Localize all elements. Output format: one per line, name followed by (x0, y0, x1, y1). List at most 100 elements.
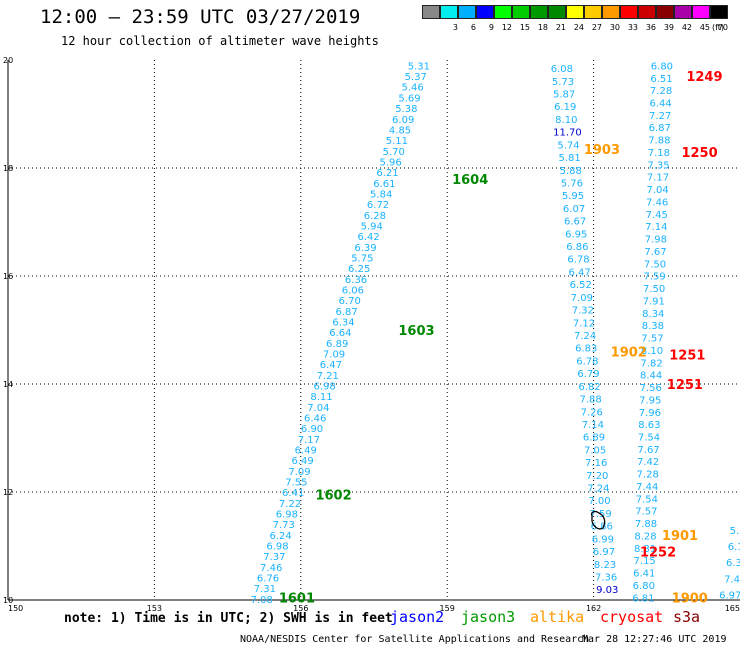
colorbar-label: 21 (555, 23, 566, 32)
wave-height-label: 7.98 (645, 235, 667, 246)
footer-timestamp: Mar 28 12:27:46 UTC 2019 (582, 634, 727, 645)
colorbar-swatch (494, 5, 512, 19)
wave-height-label: 7.55 (285, 478, 307, 489)
wave-height-label: 6.41 (633, 569, 655, 580)
wave-height-label: 7.44 (636, 482, 658, 493)
wave-height-label: 7.36 (595, 572, 617, 583)
pass-number-label: 1900 (672, 591, 708, 606)
wave-height-label: 8.28 (634, 531, 656, 542)
wave-height-label: 8.10 (555, 115, 577, 126)
wave-height-label: 6.81 (632, 593, 654, 604)
pass-number-label: 1602 (315, 489, 351, 504)
lon-tick-label: 153 (147, 604, 162, 613)
wave-height-label: 8.23 (594, 560, 616, 571)
wave-height-label: 7.31 (254, 584, 276, 595)
satellite-cryosat: cryosat (600, 608, 664, 626)
wave-height-label: 7.54 (638, 432, 660, 443)
colorbar-swatch (620, 5, 638, 19)
colorbar-label: 39 (663, 23, 674, 32)
wave-height-label: 5.96 (379, 157, 401, 168)
wave-height-label: 7.12 (573, 318, 595, 329)
wave-height-label: 5.31 (408, 61, 430, 72)
colorbar-swatch (476, 5, 494, 19)
island-outline (590, 510, 606, 530)
wave-height-label: 7.54 (636, 494, 658, 505)
wave-height-label: 6.08 (551, 64, 573, 75)
wave-height-label: 5.84 (370, 189, 392, 200)
wave-height-label: 6.36 (345, 275, 367, 286)
wave-height-label: 8.10 (641, 346, 663, 357)
wave-height-label: 7.24 (574, 331, 596, 342)
wave-height-label: 7.56 (640, 383, 662, 394)
wave-height-label: 6.64 (329, 328, 351, 339)
wave-height-label: 11.70 (553, 128, 582, 139)
pass-number-label: 1249 (686, 70, 722, 85)
wave-height-label: 7.26 (581, 407, 603, 418)
wave-height-label: 7.88 (648, 136, 670, 147)
wave-height-label: 6.47 (320, 360, 342, 371)
wave-height-label: 6.97 (593, 547, 615, 558)
wave-height-label: 6.78 (576, 356, 598, 367)
wave-height-label: 6.24 (269, 531, 291, 542)
map-title: 12:00 – 23:59 UTC 03/27/2019 (40, 6, 361, 28)
lon-tick-label: 156 (293, 604, 308, 613)
lat-tick-label: 18 (3, 164, 13, 173)
lon-tick-label: 150 (8, 604, 23, 613)
pass-number-label: 1902 (611, 346, 647, 361)
wave-height-label: 5.70 (383, 147, 405, 158)
wave-height-label: 6.51 (650, 74, 672, 85)
wave-height-label: 6.41 (282, 488, 304, 499)
wave-height-label: 7.35 (647, 160, 669, 171)
colorbar-swatch (530, 5, 548, 19)
wave-height-label: 6.06 (342, 285, 364, 296)
wave-height-label: 6.99 (592, 534, 614, 545)
wave-height-label: 7.09 (288, 467, 310, 478)
wave-height-label: 5.76 (561, 178, 583, 189)
wave-height-label: 6.79 (577, 369, 599, 380)
wave-height-label: 7.21 (317, 371, 339, 382)
wave-height-label: 7.00 (588, 496, 610, 507)
wave-height-label: 6.61 (373, 179, 395, 190)
wave-height-label: 5.75 (351, 253, 373, 264)
wave-height-label: 8.63 (638, 420, 660, 431)
wave-height-label: 9.03 (596, 585, 618, 596)
wave-height-label: 7.95 (639, 395, 661, 406)
wave-height-label: 5.73 (552, 77, 574, 88)
lon-tick-label: 165 (725, 604, 740, 613)
wave-height-label: 5.94 (361, 221, 383, 232)
pass-number-label: 1603 (398, 324, 434, 339)
wave-height-label: 6.3 (726, 558, 740, 569)
note-text: note: 1) Time is in UTC; 2) SWH is in fe… (64, 611, 393, 626)
wave-height-label: 8.31 (634, 544, 656, 555)
wave-height-label: 6.86 (591, 522, 613, 533)
lat-tick-label: 16 (3, 272, 13, 281)
wave-height-label: 6.21 (376, 168, 398, 179)
wave-height-label: 6.97 (719, 591, 740, 602)
wave-height-label: 6.52 (570, 280, 592, 291)
footer-credit: NOAA/NESDIS Center for Satellite Applica… (240, 634, 590, 645)
colorbar-label: 24 (573, 23, 584, 32)
wave-height-label: 6.98 (266, 542, 288, 553)
wave-height-label: 7.24 (587, 484, 609, 495)
wave-height-label: 6.83 (575, 344, 597, 355)
wave-height-label: 6.42 (357, 232, 379, 243)
pass-number-label: 1601 (279, 591, 315, 606)
lat-tick-label: 10 (3, 596, 13, 605)
colorbar-swatch (422, 5, 440, 19)
colorbar-swatch (440, 5, 458, 19)
wave-height-label: 7.50 (643, 284, 665, 295)
wave-height-label: 7.08 (251, 595, 273, 606)
colorbar-swatch (674, 5, 692, 19)
wave-height-label: 6.78 (567, 255, 589, 266)
colorbar-unit: (ft) (712, 23, 725, 32)
wave-height-label: 7.67 (644, 247, 666, 258)
colorbar-swatch (710, 5, 728, 19)
wave-height-label: 7.16 (585, 458, 607, 469)
colorbar-label: 70 (717, 23, 728, 32)
wave-height-label: 7.09 (323, 350, 345, 361)
wave-height-label: 5.87 (553, 90, 575, 101)
wave-height-label: 7.67 (637, 445, 659, 456)
wave-height-label: 7.22 (279, 499, 301, 510)
colorbar-label: 27 (591, 23, 602, 32)
